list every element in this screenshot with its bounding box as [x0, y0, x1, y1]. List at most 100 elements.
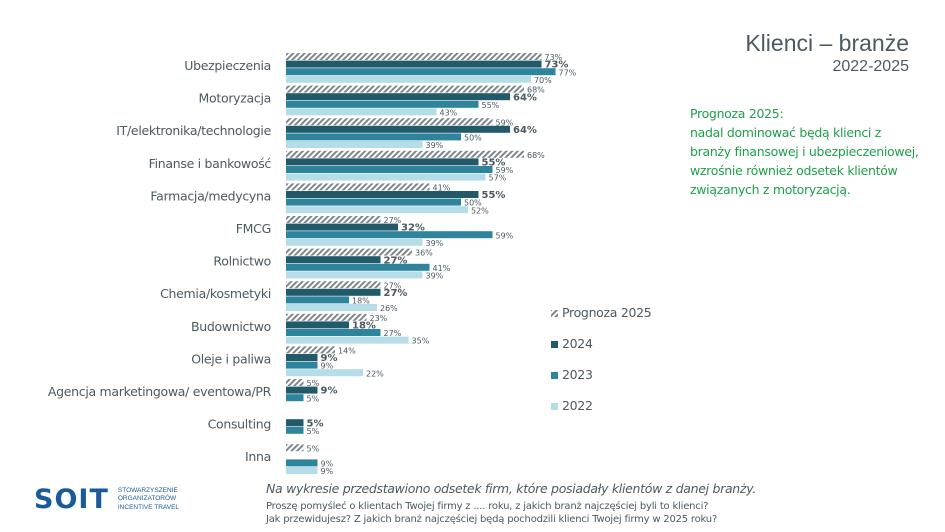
data-label: 27% [384, 255, 408, 266]
bar-2024 [286, 223, 398, 231]
category-label: Rolnictwo [213, 254, 271, 269]
bar-2023 [286, 394, 304, 402]
data-label: 9% [321, 460, 334, 469]
note-line: branży finansowej i ubezpieczeniowej, [690, 144, 919, 159]
bar-prognoza-2025 [286, 444, 304, 452]
data-label: 5% [307, 427, 320, 436]
data-label: 18% [352, 321, 376, 332]
data-label: 73% [545, 60, 569, 71]
note-line: Prognoza 2025: [690, 106, 784, 121]
category-label: Ubezpieczenia [184, 58, 271, 73]
bar-2023 [286, 426, 304, 434]
legend-swatch [551, 372, 558, 379]
data-label: 36% [415, 249, 433, 258]
bar-2023 [286, 263, 430, 271]
note-line: związanych z motoryzacją. [690, 182, 851, 197]
bars [286, 53, 556, 474]
bar-2022 [286, 75, 531, 83]
bar-2022 [286, 173, 486, 181]
bar-2024 [286, 386, 318, 394]
logo-line: STOWARZYSZENIE [117, 486, 178, 494]
data-label: 73% [545, 53, 563, 62]
bar-2023 [286, 361, 318, 369]
logo-line: ORGANIZATORÓW [117, 495, 177, 503]
data-label: 5% [307, 418, 324, 429]
data-label: 35% [412, 337, 430, 346]
data-label: 59% [496, 166, 514, 175]
footer-question-1: Proszę pomyśleć o klientach Twojej firmy… [266, 501, 709, 512]
legend: Prognoza 2025 2024 2023 2022 [551, 305, 652, 413]
bar-prognoza-2025 [286, 313, 367, 321]
data-label: 55% [482, 101, 500, 110]
bar-2022 [286, 238, 423, 246]
category-label: Budownictwo [191, 319, 271, 334]
value-labels: 73%73%77%70%68%64%55%43%59%64%50%39%68%5… [307, 53, 577, 476]
data-label: 9% [321, 467, 334, 476]
legend-swatch [551, 403, 558, 410]
category-label: Farmacja/medycyna [150, 188, 271, 203]
data-label: 39% [426, 272, 444, 281]
data-label: 27% [384, 288, 408, 299]
data-label: 39% [426, 141, 444, 150]
data-label: 50% [464, 134, 482, 143]
data-label: 39% [426, 239, 444, 248]
soit-logo: SOIT STOWARZYSZENIE ORGANIZATORÓW INCENT… [34, 484, 179, 515]
data-label: 9% [321, 353, 338, 364]
bar-2022 [286, 141, 423, 148]
bar-prognoza-2025 [286, 281, 381, 289]
data-label: 64% [513, 125, 537, 136]
data-label: 9% [321, 386, 338, 397]
category-label: Inna [245, 449, 271, 464]
legend-label: Prognoza 2025 [562, 305, 651, 320]
bar-2022 [286, 271, 423, 279]
data-label: 41% [433, 184, 451, 193]
bar-2024 [286, 354, 318, 361]
bar-prognoza-2025 [286, 118, 493, 126]
note-line: wzrośnie również odsetek klientów [690, 163, 898, 178]
data-label: 27% [384, 281, 402, 290]
data-label: 55% [482, 190, 506, 201]
bar-prognoza-2025 [286, 150, 524, 158]
bar-2024 [286, 93, 510, 101]
data-label: 26% [380, 304, 398, 313]
data-label: 5% [307, 394, 320, 403]
footer-caption: Na wykresie przedstawiono odsetek firm, … [266, 481, 756, 496]
bar-2022 [286, 206, 468, 214]
data-label: 68% [527, 86, 545, 95]
category-label: Finanse i bankowość [149, 156, 272, 171]
bar-2024 [286, 256, 381, 264]
data-label: 77% [559, 68, 577, 77]
note-line: nadal dominować będą klienci z [690, 125, 882, 140]
footer-question-2: Jak przewidujesz? Z jakich branż najczęś… [266, 514, 718, 525]
logo-text: STOWARZYSZENIE ORGANIZATORÓW INCENTIVE T… [118, 487, 179, 513]
bar-2022 [286, 304, 377, 311]
data-label: 55% [482, 158, 506, 169]
bar-2023 [286, 133, 461, 141]
data-label: 57% [489, 174, 507, 183]
data-label: 23% [370, 314, 388, 323]
category-label: FMCG [236, 221, 271, 236]
category-label: Consulting [208, 417, 271, 432]
category-label: Agencja marketingowa/ eventowa/PR [48, 384, 272, 399]
forecast-note: Prognoza 2025: nadal dominować będą klie… [690, 104, 930, 199]
bar-prognoza-2025 [286, 248, 412, 256]
bar-prognoza-2025 [286, 346, 335, 354]
data-label: 14% [338, 347, 356, 356]
data-label: 70% [534, 76, 552, 85]
bar-prognoza-2025 [286, 85, 524, 93]
bar-2024 [286, 60, 542, 68]
legend-swatch [551, 341, 558, 348]
data-label: 68% [527, 151, 545, 160]
category-labels: Ubezpieczenia Motoryzacja IT/elektronika/t… [48, 58, 272, 464]
bar-2022 [286, 336, 409, 344]
page-title: Klienci – branże [745, 30, 909, 56]
legend-label: 2023 [562, 367, 593, 382]
bar-prognoza-2025 [286, 53, 542, 60]
legend-swatch [551, 310, 558, 317]
logo-line: INCENTIVE TRAVEL [117, 503, 180, 511]
data-label: 5% [307, 379, 320, 388]
data-label: 32% [401, 223, 425, 234]
data-label: 18% [352, 297, 370, 306]
page-subtitle: 2022-2025 [832, 58, 909, 75]
